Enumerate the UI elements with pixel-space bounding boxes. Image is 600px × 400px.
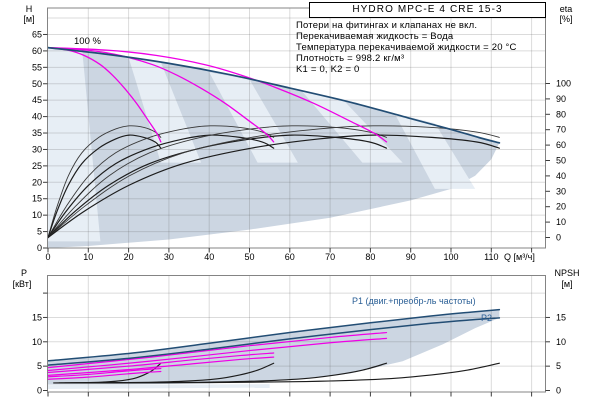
tick-label: 50 <box>244 252 254 262</box>
p1-1pump <box>47 367 162 378</box>
h-axis-unit: [м] <box>23 14 35 24</box>
p-axis-name: P <box>20 268 27 278</box>
tick-label: 50 <box>32 79 42 89</box>
tick-label: 70 <box>556 125 566 135</box>
envelope-light-band-bottom-1 <box>48 384 270 390</box>
eta-curve-b-1pump <box>47 134 162 239</box>
tick-label: 45 <box>32 95 42 105</box>
tick-label: 10 <box>32 337 42 347</box>
tick-label: 10 <box>32 210 42 220</box>
tick-label: 80 <box>365 252 375 262</box>
bottom-chart-frame <box>47 275 546 393</box>
hq-max-speed-4pumps <box>47 46 501 144</box>
info-line-k-factors: K1 = 0, K2 = 0 <box>296 64 360 75</box>
tick-label: 110 <box>484 252 498 262</box>
p1-curve-label: P1 (двиг.+преобр-ль частоты) <box>352 296 476 306</box>
npsh-axis-unit: [м] <box>561 279 573 289</box>
npsh-curve-4pump <box>69 362 500 384</box>
q-axis-label: Q [м³/ч] <box>504 252 535 262</box>
tick-label: 0 <box>556 386 561 396</box>
tick-label: 25 <box>32 161 42 171</box>
tick-label: 0 <box>556 233 561 243</box>
tick-label: 60 <box>32 46 42 56</box>
chart-title: HYDRO MPC-E 4 CRE 15-3 <box>309 2 546 18</box>
envelope-light-band-5 <box>394 113 476 189</box>
info-line-losses: Потери на фитингах и клапанах не вкл. <box>296 20 478 31</box>
eta-axis-name: eta <box>559 4 573 14</box>
tick-label: 60 <box>285 252 295 262</box>
p2-2pumps <box>47 356 275 377</box>
tick-label: 15 <box>32 312 42 322</box>
p2-curve-label: P2 <box>481 313 493 323</box>
p-axis-unit: [кВт] <box>12 279 32 289</box>
eta-curve-a-1pump <box>47 125 162 238</box>
tick-label: 10 <box>556 217 566 227</box>
p1-4pumps <box>47 308 501 362</box>
envelope-light-band-2 <box>128 57 202 163</box>
eta-curve-a-4pump <box>47 125 500 238</box>
tick-label: 40 <box>32 112 42 122</box>
tick-label: 10 <box>83 252 93 262</box>
tick-label: 30 <box>32 144 42 154</box>
eta-curve-a-2pump <box>47 125 275 238</box>
tick-label: 60 <box>556 140 566 150</box>
p1-2pumps <box>47 352 275 374</box>
tick-label: 90 <box>406 252 416 262</box>
p1-3pumps <box>47 331 388 369</box>
tick-label: 5 <box>37 361 42 371</box>
tick-label: 50 <box>556 156 566 166</box>
speed-100pct-label: 100 % <box>74 36 101 47</box>
info-line-density: Плотность = 998.2 кг/м³ <box>296 53 405 64</box>
conditions-text: Потери на фитингах и клапанах не вкл. Пе… <box>296 20 517 75</box>
tick-label: 35 <box>32 128 42 138</box>
tick-label: 5 <box>37 227 42 237</box>
tick-label: 15 <box>556 312 566 322</box>
tick-label: 70 <box>325 252 335 262</box>
eta-axis-unit: [%] <box>559 14 573 24</box>
top-chart-frame <box>47 7 546 249</box>
tick-label: 0 <box>37 386 42 396</box>
p2-1pump <box>47 370 162 380</box>
eta-curve-b-4pump <box>47 134 500 239</box>
hq-100pct-1pump <box>47 46 162 143</box>
info-line-temperature: Температура перекачиваемой жидкости = 20… <box>296 42 517 53</box>
eta-curve-b-3pump <box>47 134 388 239</box>
tick-label: 55 <box>32 62 42 72</box>
h-axis-name: H <box>25 4 33 14</box>
tick-label: 80 <box>556 109 566 119</box>
envelope-light-band-3 <box>209 72 298 163</box>
tick-label: 65 <box>32 29 42 39</box>
p2-3pumps <box>47 337 388 372</box>
tick-label: 40 <box>556 171 566 181</box>
tick-label: 15 <box>32 194 42 204</box>
tick-label: 5 <box>556 361 561 371</box>
operating-envelope-bottom <box>48 309 500 385</box>
envelope-light-band-1 <box>48 47 101 242</box>
tick-label: 10 <box>556 337 566 347</box>
hq-100pct-2pumps <box>47 46 275 143</box>
tick-label: 30 <box>164 252 174 262</box>
tick-label: 90 <box>556 94 566 104</box>
tick-label: 30 <box>556 186 566 196</box>
tick-label: 0 <box>37 243 42 253</box>
tick-label: 100 <box>443 252 458 262</box>
tick-label: 20 <box>32 177 42 187</box>
npsh-axis-name: NPSH <box>554 268 580 278</box>
tick-label: 20 <box>556 202 566 212</box>
tick-label: 100 <box>556 79 571 89</box>
tick-label: 40 <box>204 252 214 262</box>
p2-4pumps <box>47 317 501 366</box>
tick-label: 20 <box>124 252 134 262</box>
eta-curve-b-2pump <box>47 134 275 239</box>
tick-label: 0 <box>45 252 50 262</box>
info-line-liquid: Перекачиваемая жидкость = Вода <box>296 31 454 42</box>
eta-curve-a-3pump <box>47 125 387 238</box>
